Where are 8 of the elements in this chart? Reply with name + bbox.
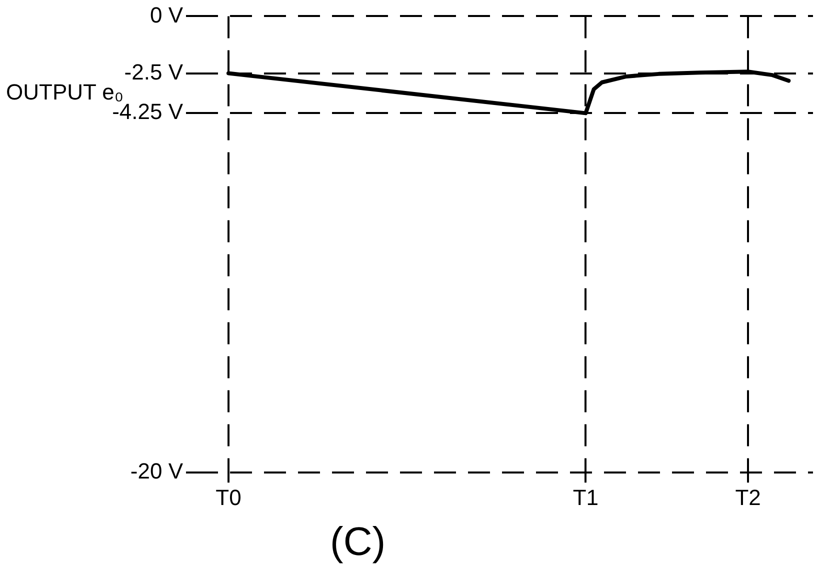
text: (C) (330, 520, 386, 565)
y-tick-label: 0 V (150, 2, 184, 28)
x-tick-label: T1 (572, 484, 599, 510)
x-tick-label: T0 (216, 484, 242, 510)
y-tick-label: -2.5 V (124, 59, 184, 84)
y-axis-title: OUTPUT e₀ (6, 79, 124, 104)
y-tick-label: -20 V (130, 458, 184, 484)
x-tick-label: T2 (735, 484, 761, 510)
